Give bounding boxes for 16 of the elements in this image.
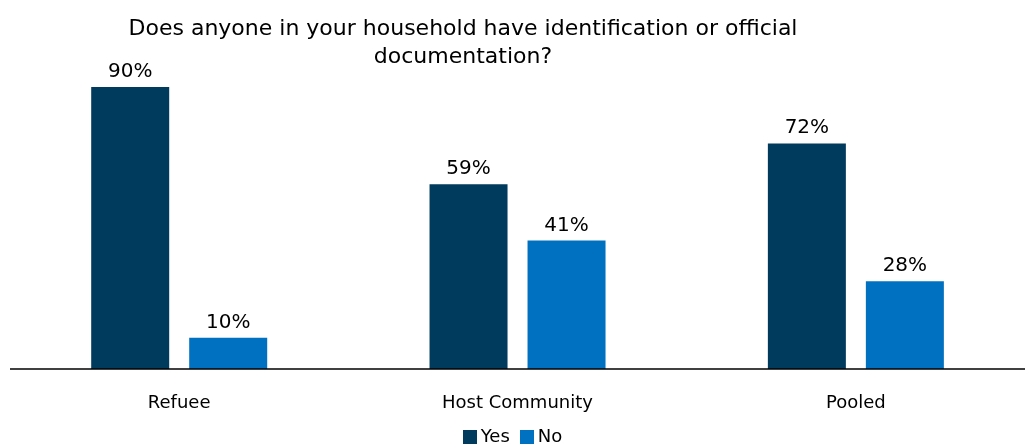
x-tick-label: Refuee [147, 390, 211, 412]
bar [527, 240, 606, 369]
bar [91, 87, 170, 369]
legend-label: Yes [480, 425, 510, 446]
bar [865, 281, 944, 369]
legend-label: No [537, 425, 563, 446]
data-label: 41% [544, 211, 589, 236]
x-tick-label: Host Community [442, 390, 594, 412]
x-tick-label: Pooled [825, 390, 886, 412]
data-label: 10% [205, 308, 251, 333]
data-label: 59% [446, 155, 491, 180]
bar [429, 184, 508, 369]
bar [189, 337, 268, 369]
bar [767, 143, 846, 369]
data-label: 28% [882, 252, 928, 277]
data-label: 72% [784, 114, 830, 139]
